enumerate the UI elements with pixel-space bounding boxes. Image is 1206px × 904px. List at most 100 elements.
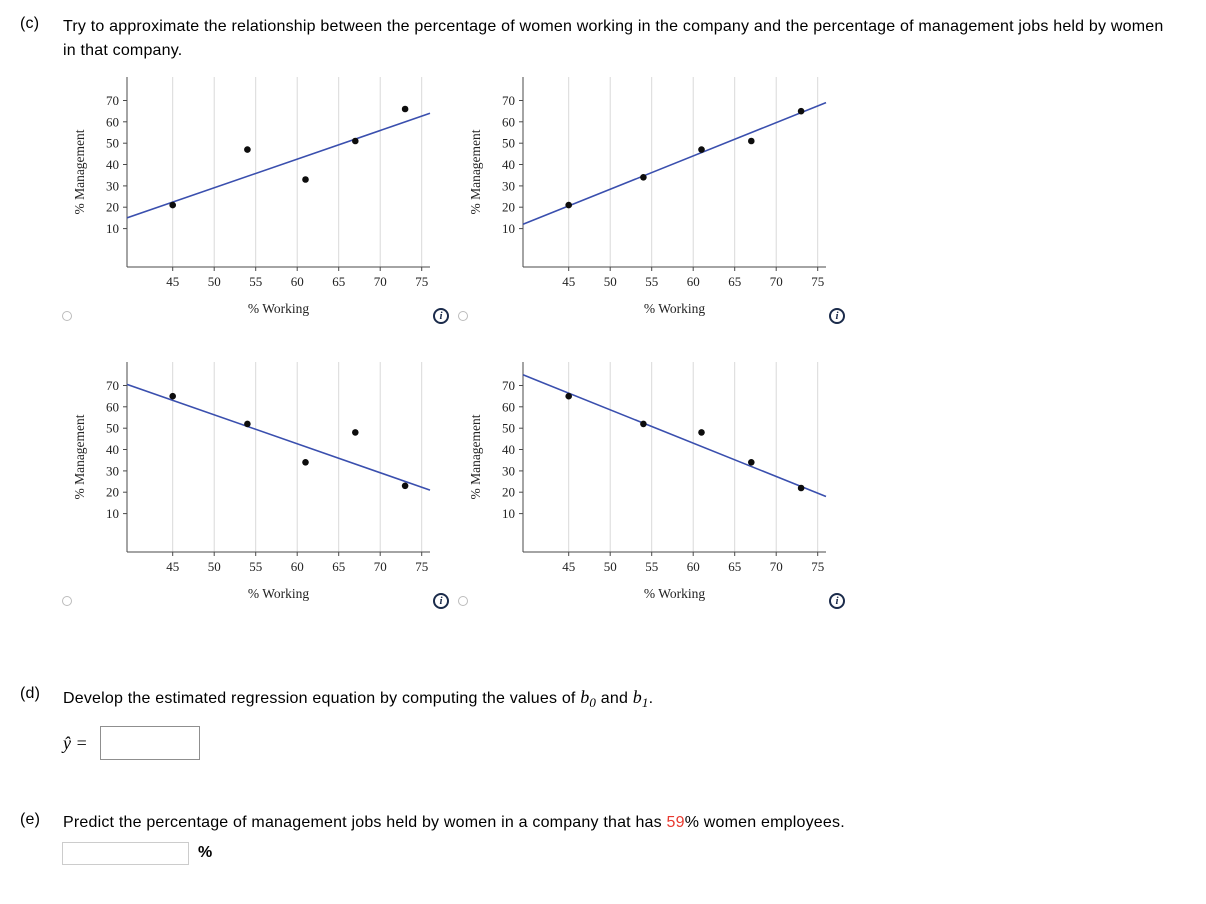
prediction-input[interactable] (62, 842, 189, 865)
option-4-info-icon[interactable]: i (829, 593, 845, 609)
svg-text:65: 65 (332, 559, 345, 574)
svg-text:70: 70 (770, 559, 783, 574)
option-3-info-icon[interactable]: i (433, 593, 449, 609)
x-axis-label: % Working (248, 301, 310, 316)
y-axis-label: % Management (72, 414, 87, 499)
x-axis-label: % Working (644, 586, 706, 601)
svg-text:50: 50 (208, 559, 221, 574)
y-axis-label: % Management (468, 414, 483, 499)
y-axis-label: % Management (72, 129, 87, 214)
svg-text:10: 10 (106, 221, 119, 236)
scatterplot-option-2: 10 20 30 40 50 60 70 45 50 55 60 65 70 75 % Working % M… (456, 75, 842, 325)
svg-text:50: 50 (502, 421, 515, 436)
b0-subscript: 0 (589, 695, 597, 711)
svg-text:65: 65 (332, 274, 345, 289)
svg-text:45: 45 (562, 274, 575, 289)
part-d-text: Develop the estimated regression equatio… (63, 685, 1173, 715)
svg-text:55: 55 (645, 559, 658, 574)
svg-text:70: 70 (106, 378, 119, 393)
data-points (169, 105, 409, 209)
svg-text:75: 75 (415, 559, 428, 574)
svg-text:60: 60 (687, 559, 700, 574)
svg-text:60: 60 (502, 399, 515, 414)
option-1-radio[interactable] (62, 311, 72, 321)
svg-text:70: 70 (502, 378, 515, 393)
svg-text:40: 40 (502, 442, 515, 457)
part-d-text-main: Develop the estimated regression equatio… (63, 690, 581, 707)
axes: 10 20 30 40 50 60 70 45 50 55 60 65 70 75 (106, 362, 430, 574)
part-d-label: (d) (20, 685, 41, 702)
svg-text:65: 65 (728, 559, 741, 574)
trend-line (126, 112, 431, 219)
svg-text:10: 10 (106, 506, 119, 521)
part-d-text-period: . (648, 690, 654, 707)
svg-text:70: 70 (502, 93, 515, 108)
scatterplot-option-1: 10 20 30 40 50 60 70 45 50 55 60 65 70 75 % Working % M… (60, 75, 446, 325)
part-d-text-and: and (596, 690, 633, 707)
scatterplot-option-3: 10 20 30 40 50 60 70 45 50 55 60 65 70 75 % Working % M… (60, 360, 446, 610)
svg-text:50: 50 (502, 136, 515, 151)
svg-text:45: 45 (166, 559, 179, 574)
svg-text:70: 70 (770, 274, 783, 289)
svg-text:60: 60 (687, 274, 700, 289)
svg-text:75: 75 (811, 274, 824, 289)
axes: 10 20 30 40 50 60 70 45 50 55 60 65 70 75 (106, 77, 430, 289)
svg-text:30: 30 (502, 463, 515, 478)
svg-text:45: 45 (562, 559, 575, 574)
option-2-radio[interactable] (458, 311, 468, 321)
gridlines (568, 77, 819, 267)
b1-symbol: b (632, 687, 642, 707)
scatter-plot: 10 20 30 40 50 60 70 45 50 55 60 65 70 75 % Working % M… (468, 362, 827, 601)
b0-symbol: b (580, 687, 590, 707)
x-axis-label: % Working (644, 301, 706, 316)
part-e-text: Predict the percentage of management job… (63, 811, 1173, 835)
svg-text:20: 20 (106, 485, 119, 500)
svg-text:10: 10 (502, 506, 515, 521)
svg-text:30: 30 (106, 463, 119, 478)
svg-text:40: 40 (106, 157, 119, 172)
svg-text:50: 50 (604, 559, 617, 574)
svg-text:20: 20 (106, 200, 119, 215)
svg-text:70: 70 (106, 93, 119, 108)
data-points (565, 392, 805, 492)
svg-text:60: 60 (106, 399, 119, 414)
data-points (565, 107, 805, 209)
svg-text:50: 50 (106, 421, 119, 436)
svg-text:60: 60 (291, 274, 304, 289)
svg-text:75: 75 (415, 274, 428, 289)
part-e-text-after: women employees. (699, 814, 845, 831)
svg-text:60: 60 (291, 559, 304, 574)
scatter-plot: 10 20 30 40 50 60 70 45 50 55 60 65 70 75 % Working % M… (468, 77, 827, 316)
option-2-info-icon[interactable]: i (829, 308, 845, 324)
svg-text:30: 30 (106, 178, 119, 193)
svg-text:30: 30 (502, 178, 515, 193)
data-points (169, 392, 409, 490)
svg-text:45: 45 (166, 274, 179, 289)
prediction-unit-label: % (198, 844, 213, 861)
gridlines (172, 77, 423, 267)
part-c-label: (c) (20, 15, 40, 32)
scatterplot-option-4: 10 20 30 40 50 60 70 45 50 55 60 65 70 75 % Working % M… (456, 360, 842, 610)
trend-line (522, 374, 827, 498)
svg-text:55: 55 (249, 559, 262, 574)
scatter-plot: 10 20 30 40 50 60 70 45 50 55 60 65 70 75 % Working % M… (72, 77, 431, 316)
gridlines (568, 362, 819, 552)
svg-text:40: 40 (106, 442, 119, 457)
svg-text:75: 75 (811, 559, 824, 574)
option-1-info-icon[interactable]: i (433, 308, 449, 324)
svg-text:10: 10 (502, 221, 515, 236)
svg-text:50: 50 (604, 274, 617, 289)
regression-equation-input[interactable] (100, 726, 200, 760)
b1-subscript: 1 (641, 695, 649, 711)
option-4-radio[interactable] (458, 596, 468, 606)
part-e-text-before: Predict the percentage of management job… (63, 814, 667, 831)
option-3-radio[interactable] (62, 596, 72, 606)
trend-line (522, 101, 827, 226)
axes: 10 20 30 40 50 60 70 45 50 55 60 65 70 75 (502, 362, 826, 574)
svg-text:55: 55 (249, 274, 262, 289)
part-e-label: (e) (20, 811, 41, 828)
given-percent-sign: % (684, 814, 700, 831)
x-axis-label: % Working (248, 586, 310, 601)
svg-text:40: 40 (502, 157, 515, 172)
